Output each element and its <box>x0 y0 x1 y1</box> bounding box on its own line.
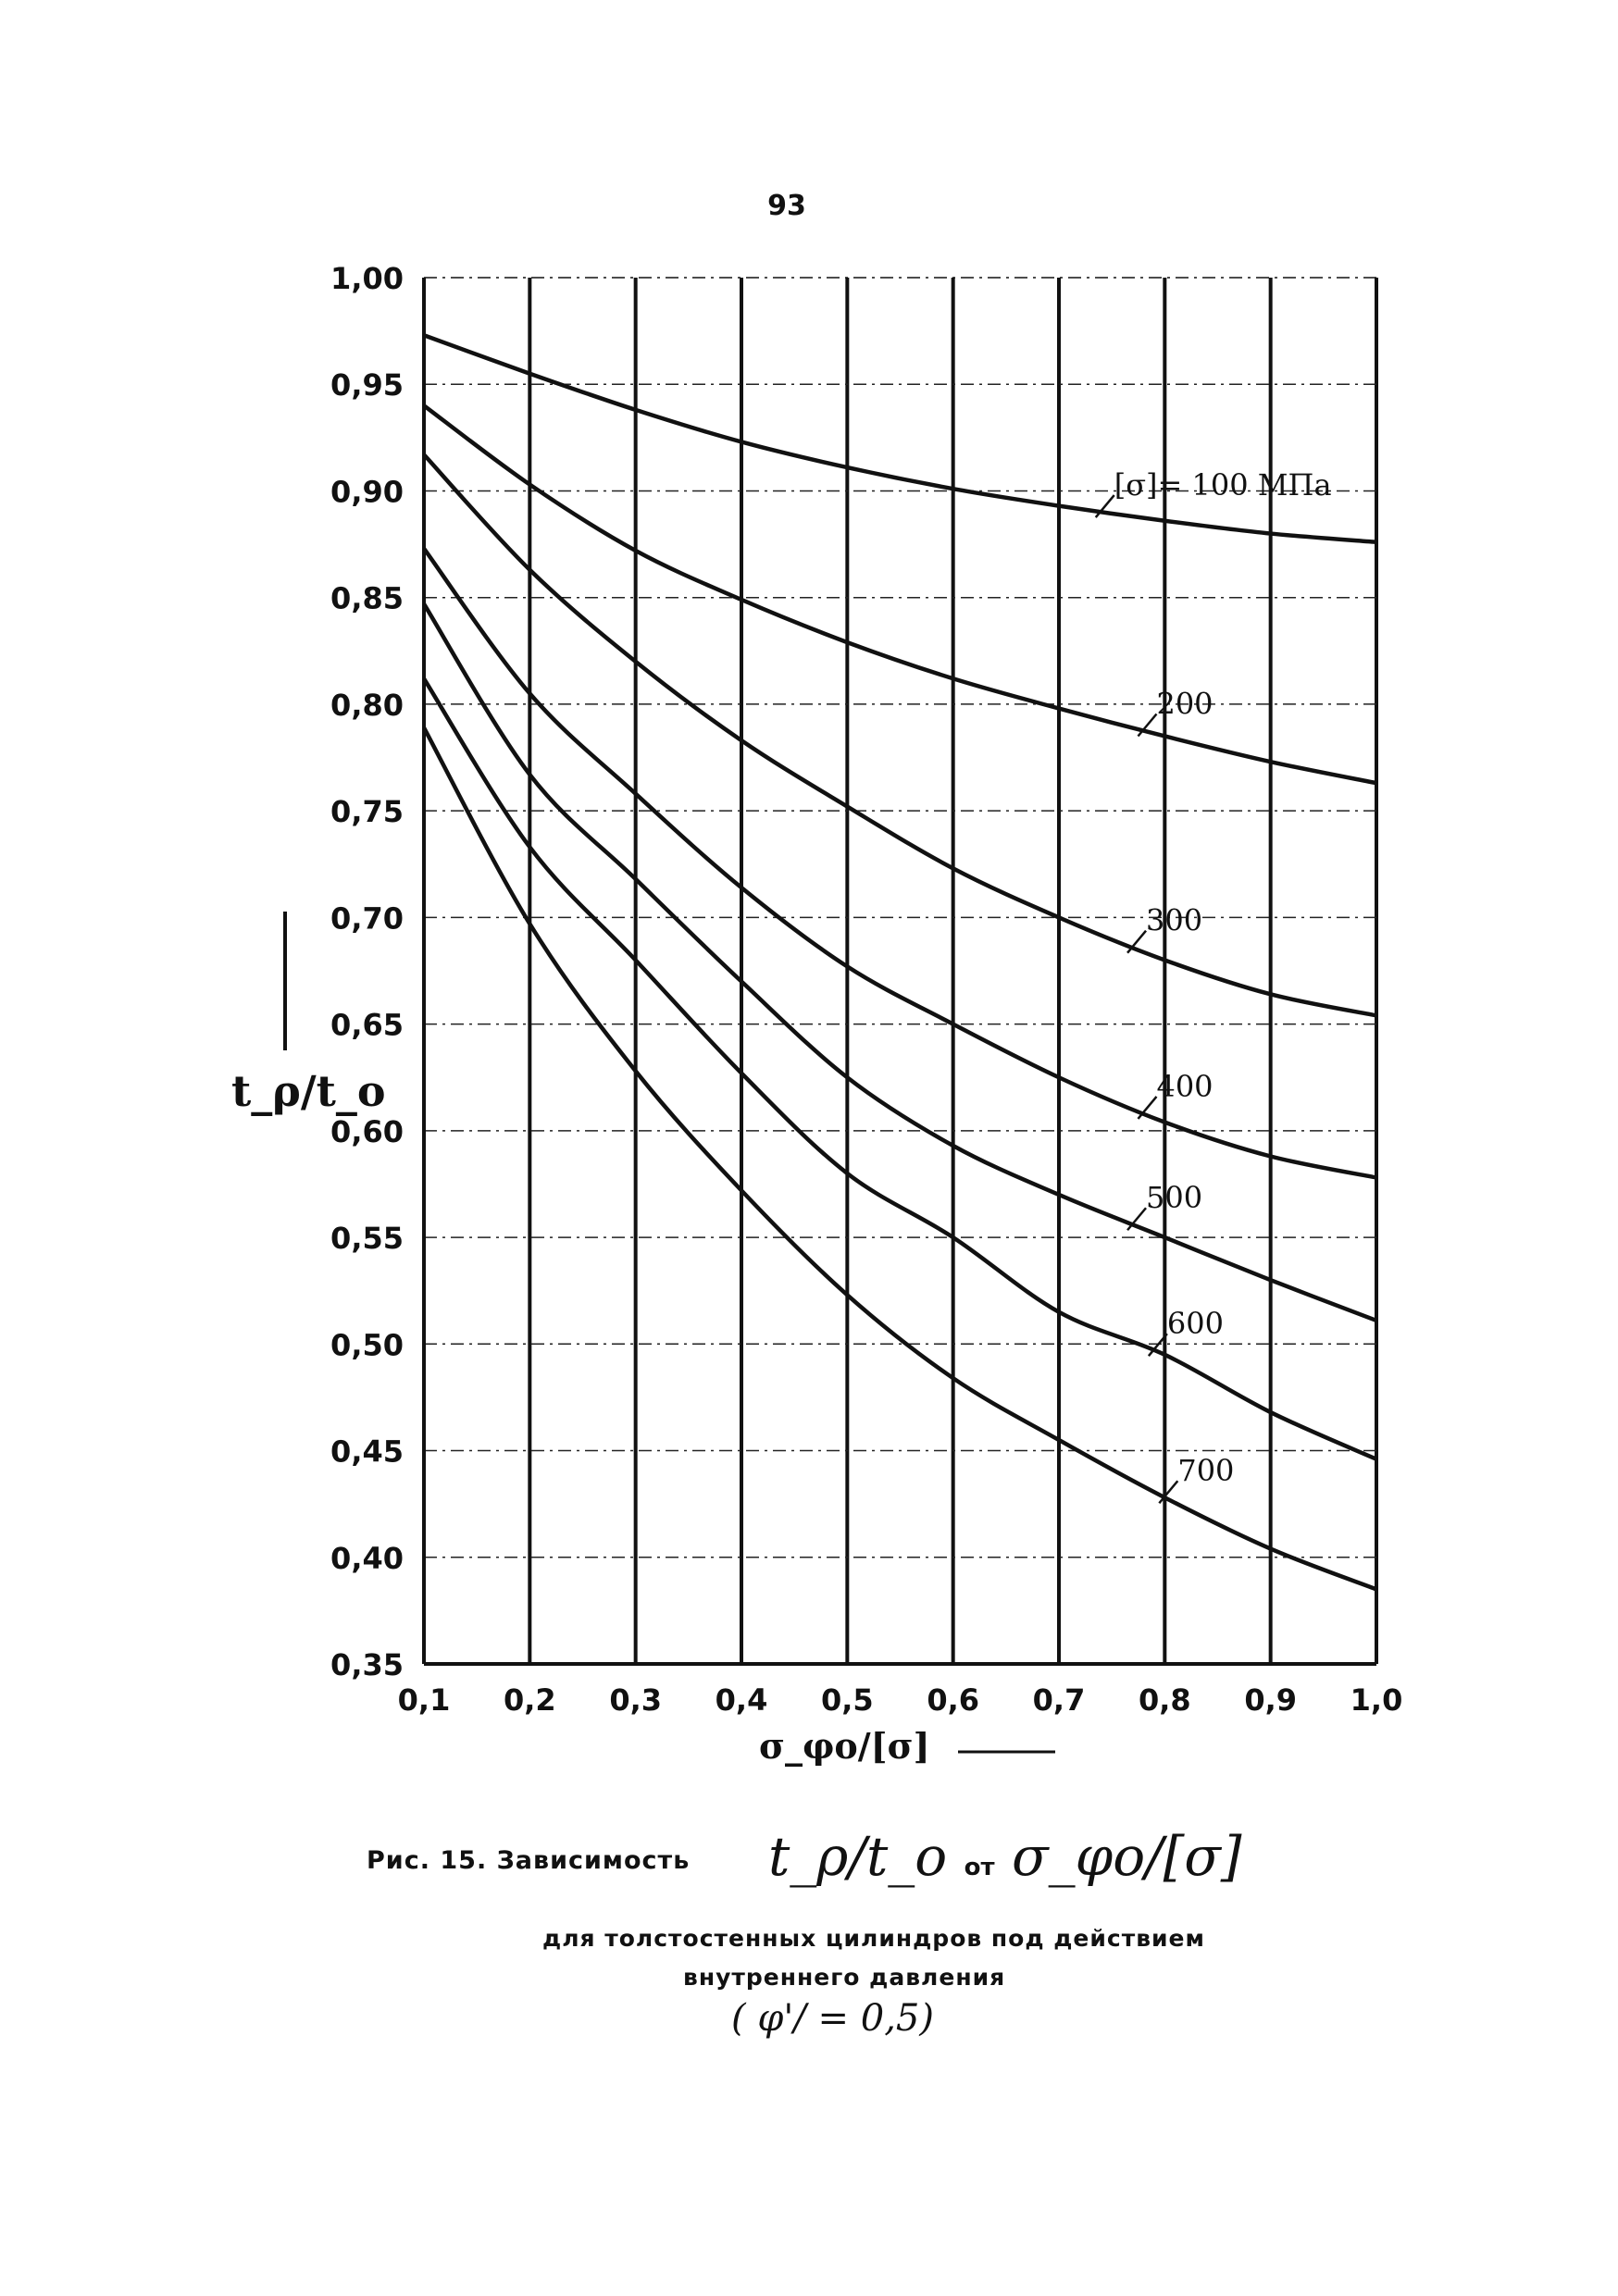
y-tick-label: 0,65 <box>330 1008 404 1043</box>
x-tick-label: 1,0 <box>1350 1682 1403 1718</box>
series-label-leader <box>1126 1207 1147 1232</box>
series-line-500 <box>422 602 1377 1323</box>
caption-line-2: для толстостенных цилиндров под действие… <box>542 1925 1205 1952</box>
series-label-leader <box>1147 1333 1168 1358</box>
y-tick-label: 0,60 <box>330 1114 404 1149</box>
series-label-700: 700 <box>1177 1453 1234 1488</box>
y-tick-label: 0,90 <box>330 474 404 509</box>
caption-formula: t_ρ/t_o от σ_φo/[σ] <box>768 1825 1242 1888</box>
series-line-400 <box>422 547 1377 1180</box>
y-axis-title: t_ρ/t_o <box>231 1066 386 1116</box>
y-tick-label: 0,35 <box>330 1647 404 1682</box>
series-label-600: 600 <box>1167 1306 1224 1341</box>
caption-line-3: внутреннего давления <box>683 1964 1006 1991</box>
series-label-500: 500 <box>1146 1180 1202 1215</box>
series-label-leader <box>1158 1480 1179 1505</box>
caption-figure-text: Рис. 15. Зависимость <box>367 1846 691 1875</box>
x-axis-title: σ_φo/[σ] <box>759 1725 930 1767</box>
caption-formula-right: σ_φo/[σ] <box>1012 1825 1242 1888</box>
x-tick-label: 0,8 <box>1139 1682 1191 1718</box>
chart-axes <box>422 277 1376 1666</box>
chart-grid <box>424 278 1378 1664</box>
series-line-600 <box>422 677 1377 1461</box>
y-tick-label: 0,85 <box>330 581 404 616</box>
series-label-leader <box>1137 1096 1158 1120</box>
y-tick-label: 0,95 <box>330 367 404 403</box>
series-label-leader <box>1126 929 1147 954</box>
series-label-200: 200 <box>1156 687 1213 722</box>
x-tick-label: 0,5 <box>821 1682 874 1718</box>
page-number: 93 <box>767 190 806 222</box>
series-line-100 <box>423 333 1377 545</box>
x-tick-label: 0,3 <box>609 1682 662 1718</box>
series-label-leader <box>1137 713 1158 738</box>
caption-formula-left: t_ρ/t_o <box>768 1825 948 1888</box>
y-tick-label: 0,55 <box>330 1221 404 1256</box>
series-label-400: 400 <box>1156 1069 1213 1104</box>
x-tick-label: 0,2 <box>504 1682 556 1718</box>
y-tick-label: 0,70 <box>330 900 404 936</box>
x-tick-label: 0,1 <box>398 1682 451 1718</box>
series-line-300 <box>422 453 1377 1018</box>
x-tick-label: 0,4 <box>716 1682 768 1718</box>
x-tick-label: 0,9 <box>1244 1682 1297 1718</box>
y-tick-label: 0,45 <box>330 1434 404 1470</box>
y-tick-label: 0,40 <box>330 1541 404 1576</box>
y-tick-label: 0,80 <box>330 688 404 723</box>
y-tick-label: 0,50 <box>330 1327 404 1362</box>
caption-formula-mid: от <box>964 1854 995 1881</box>
series-line-200 <box>422 403 1377 786</box>
x-tick-label: 0,7 <box>1033 1682 1086 1718</box>
y-tick-label: 1,00 <box>330 261 404 296</box>
x-tick-label: 0,6 <box>927 1682 979 1718</box>
series-label-leader <box>1094 494 1115 518</box>
y-tick-label: 0,75 <box>330 794 404 829</box>
caption-figure-label: Рис. 15. Зависимость <box>367 1846 690 1875</box>
chart-series <box>422 333 1377 1592</box>
series-line-700 <box>422 726 1377 1592</box>
chart-labels: 1,000,950,900,850,800,750,700,650,600,55… <box>231 261 1402 1767</box>
series-label-100: [σ]= 100 MПа <box>1114 467 1332 503</box>
series-label-300: 300 <box>1146 903 1202 938</box>
caption-line-4: ( φ'/ = 0,5) <box>731 1997 934 2040</box>
